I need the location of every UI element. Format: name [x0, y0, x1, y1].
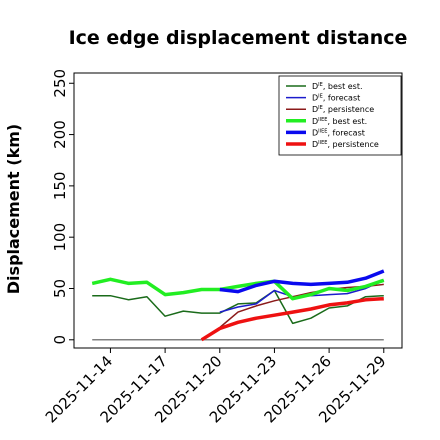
chart-title: Ice edge displacement distance [69, 27, 408, 49]
series-line-1 [92, 289, 384, 325]
legend-entry-1: DIE, best est. [312, 82, 363, 91]
series-line-4 [91, 277, 385, 301]
legend: DIE, best est. DIE, forecast DIE, persiste… [278, 75, 402, 156]
y-tick-label: 250 [51, 69, 69, 98]
plot-area [91, 269, 385, 342]
y-tick-label: 200 [51, 120, 69, 149]
x-axis: 2025-11-142025-11-172025-11-202025-11-23… [42, 348, 390, 426]
y-tick-label: 0 [51, 335, 69, 345]
y-axis: 0 50 100 150 200 250 [51, 69, 74, 345]
plot-frame [73, 72, 403, 349]
legend-box [278, 75, 402, 156]
y-tick-label: 50 [51, 279, 69, 298]
y-tick-label: 100 [51, 223, 69, 252]
legend-entry-6: DIIEE, persistence [312, 140, 379, 149]
legend-entry-5: DIIEE, forecast [312, 128, 365, 137]
y-axis-label: Displacement (km) [4, 124, 23, 294]
series-line-6 [200, 296, 384, 342]
legend-entry-3: DIE, persistence [312, 105, 374, 114]
legend-entry-2: DIE, forecast [312, 94, 360, 103]
legend-entry-4: DIIEE, best est. [312, 117, 367, 126]
y-tick-label: 150 [51, 172, 69, 201]
series-line-5 [219, 269, 385, 294]
